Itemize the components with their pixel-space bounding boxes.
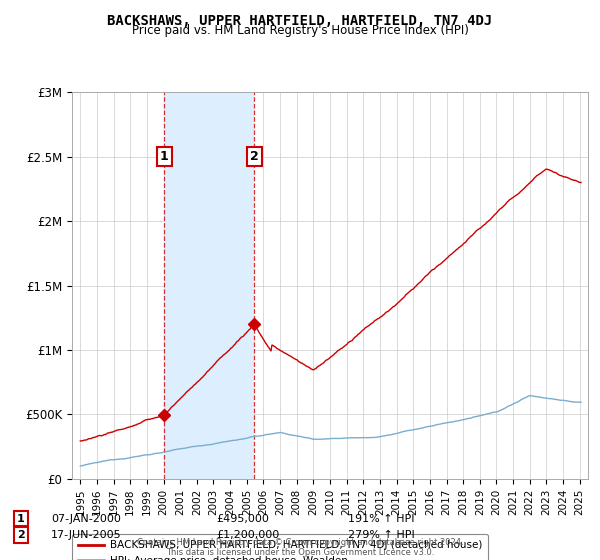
Text: £495,000: £495,000 — [216, 514, 269, 524]
Text: Contains HM Land Registry data © Crown copyright and database right 2024.
This d: Contains HM Land Registry data © Crown c… — [137, 538, 463, 557]
Text: 191% ↑ HPI: 191% ↑ HPI — [348, 514, 415, 524]
Text: 2: 2 — [250, 150, 259, 164]
Text: 1: 1 — [160, 150, 169, 164]
Text: Price paid vs. HM Land Registry's House Price Index (HPI): Price paid vs. HM Land Registry's House … — [131, 24, 469, 36]
Text: 1: 1 — [17, 514, 25, 524]
Text: 17-JUN-2005: 17-JUN-2005 — [51, 530, 122, 540]
Text: BACKSHAWS, UPPER HARTFIELD, HARTFIELD, TN7 4DJ: BACKSHAWS, UPPER HARTFIELD, HARTFIELD, T… — [107, 14, 493, 28]
Text: 2: 2 — [17, 530, 25, 540]
Text: 07-JAN-2000: 07-JAN-2000 — [51, 514, 121, 524]
Bar — [164, 92, 254, 479]
Legend: BACKSHAWS, UPPER HARTFIELD, HARTFIELD, TN7 4DJ (detached house), HPI: Average pr: BACKSHAWS, UPPER HARTFIELD, HARTFIELD, T… — [72, 534, 488, 560]
Text: £1,200,000: £1,200,000 — [216, 530, 279, 540]
Text: 279% ↑ HPI: 279% ↑ HPI — [348, 530, 415, 540]
